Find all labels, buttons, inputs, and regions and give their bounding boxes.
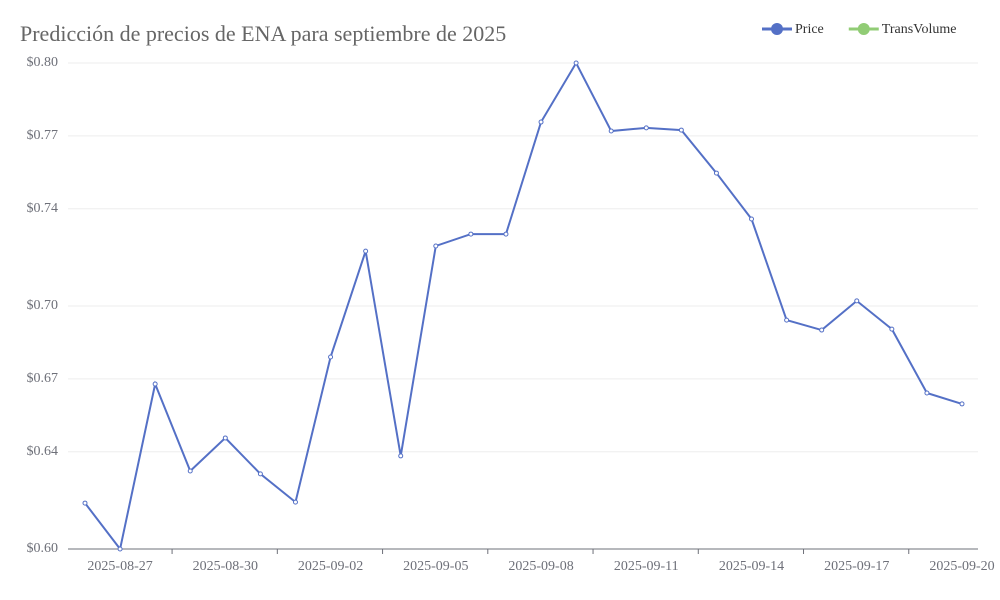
- y-tick-label: $0.80: [27, 55, 59, 70]
- point: [117, 546, 123, 552]
- point: [784, 317, 790, 323]
- x-tick-label: 2025-09-20: [929, 559, 994, 574]
- price-line: [84, 60, 963, 552]
- x-tick-label: 2025-09-14: [719, 559, 784, 574]
- point: [363, 248, 369, 254]
- legend-label: Price: [795, 22, 824, 37]
- point: [538, 119, 544, 125]
- point: [292, 499, 298, 505]
- point: [959, 401, 965, 407]
- y-tick-label: $0.70: [27, 298, 59, 313]
- x-tick-label: 2025-09-02: [298, 559, 363, 574]
- y-tick-label: $0.67: [27, 371, 59, 386]
- point: [819, 327, 825, 333]
- x-tick-label: 2025-09-11: [614, 559, 679, 574]
- point: [608, 128, 614, 134]
- y-tick-label: $0.74: [27, 201, 59, 216]
- point: [398, 453, 404, 459]
- y-tick-label: $0.77: [27, 128, 59, 143]
- point: [749, 216, 755, 222]
- legend-marker: [771, 23, 783, 35]
- point: [924, 390, 930, 396]
- point: [187, 468, 193, 474]
- point: [713, 170, 719, 176]
- point: [222, 435, 228, 441]
- point: [678, 127, 684, 133]
- x-tick-label: 2025-09-08: [508, 559, 573, 574]
- point: [643, 125, 649, 131]
- point: [82, 500, 88, 506]
- y-tick-label: $0.64: [27, 444, 59, 459]
- point: [854, 298, 860, 304]
- chart-title: Predicción de precios de ENA para septie…: [20, 21, 506, 46]
- point: [503, 231, 509, 237]
- point: [573, 60, 579, 66]
- x-tick-label: 2025-08-27: [87, 559, 152, 574]
- x-tick-label: 2025-09-17: [824, 559, 889, 574]
- legend-label: TransVolume: [882, 22, 957, 37]
- legend-marker: [857, 23, 870, 35]
- point: [328, 354, 334, 360]
- point: [257, 471, 263, 477]
- point: [152, 381, 158, 387]
- x-tick-label: 2025-08-30: [193, 559, 258, 574]
- y-tick-label: $0.60: [27, 541, 59, 556]
- point: [889, 326, 895, 332]
- x-tick-label: 2025-09-05: [403, 559, 468, 574]
- point: [468, 231, 474, 237]
- point: [433, 243, 439, 249]
